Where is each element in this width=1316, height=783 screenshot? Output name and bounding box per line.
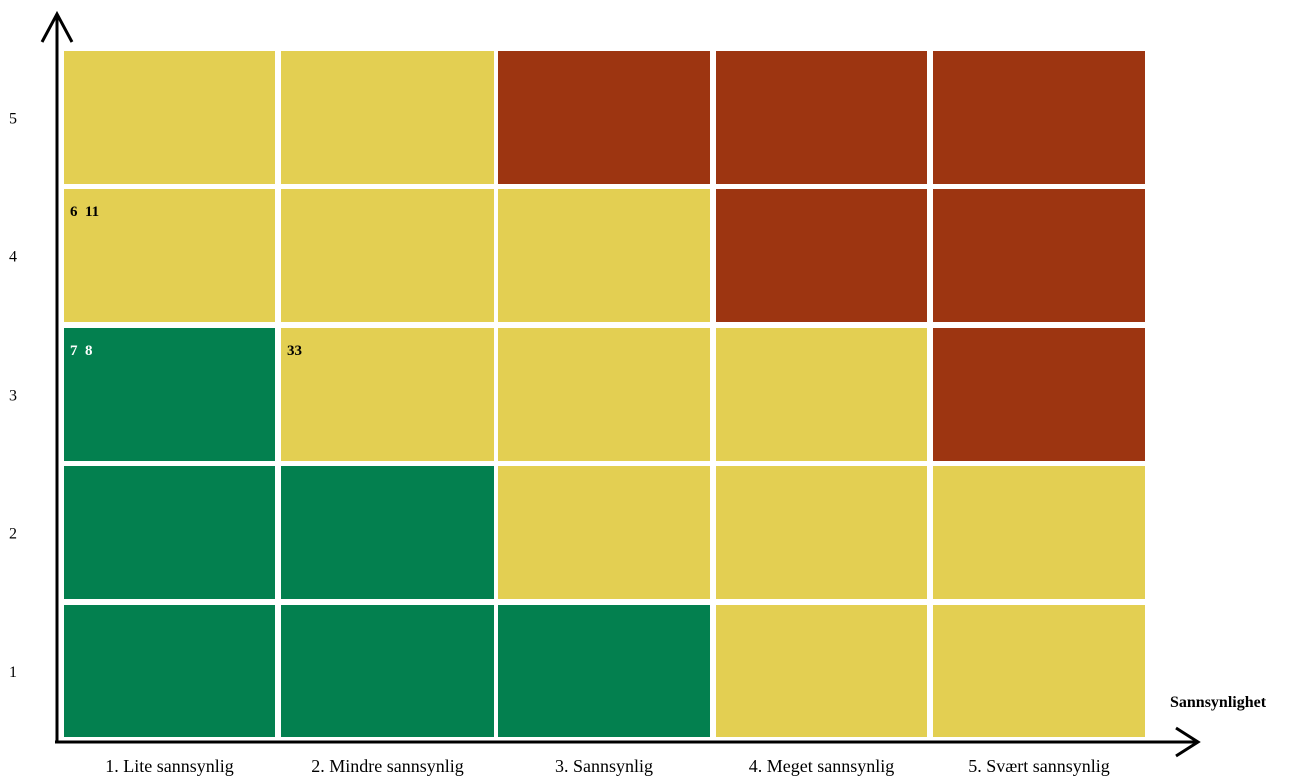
matrix-cells — [64, 51, 1145, 737]
matrix-cell-x3-y5 — [498, 51, 710, 184]
matrix-cell-x4-y4 — [716, 189, 927, 322]
matrix-cell-x2-y2 — [281, 466, 494, 599]
x-category-label-5: 5. Svært sannsynlig — [968, 756, 1110, 776]
matrix-cell-x4-y5 — [716, 51, 927, 184]
y-tick-labels: 1 2 3 4 5 — [9, 111, 17, 682]
x-axis-arrowhead — [1175, 726, 1201, 758]
matrix-cell-x4-y3 — [716, 328, 927, 461]
matrix-cell-x5-y2 — [933, 466, 1145, 599]
matrix-cell-x3-y1 — [498, 605, 710, 737]
matrix-cell-x1-y4 — [64, 189, 275, 322]
matrix-cell-x3-y3 — [498, 328, 710, 461]
matrix-cell-x5-y3 — [933, 328, 1145, 461]
matrix-cell-x1-y3 — [64, 328, 275, 461]
x-category-label-3: 3. Sannsynlig — [555, 756, 653, 776]
matrix-cell-x3-y4 — [498, 189, 710, 322]
matrix-cell-x2-y4 — [281, 189, 494, 322]
axes — [40, 10, 1201, 758]
x-axis-title: Sannsynlighet — [1170, 694, 1267, 711]
matrix-cell-x1-y1 — [64, 605, 275, 737]
matrix-cell-x3-y2 — [498, 466, 710, 599]
y-tick-label-5: 5 — [9, 111, 17, 128]
matrix-cell-x2-y5 — [281, 51, 494, 184]
matrix-cell-x1-y2 — [64, 466, 275, 599]
matrix-cell-x5-y4 — [933, 189, 1145, 322]
y-tick-label-3: 3 — [9, 388, 17, 405]
matrix-cell-x2-y1 — [281, 605, 494, 737]
matrix-cell-x5-y1 — [933, 605, 1145, 737]
cell-labels: 6 11 7 8 33 — [70, 204, 302, 359]
x-category-label-2: 2. Mindre sannsynlig — [311, 756, 464, 776]
matrix-cell-x4-y2 — [716, 466, 927, 599]
matrix-cell-x2-y3 — [281, 328, 494, 461]
matrix-cell-x1-y5 — [64, 51, 275, 184]
cell-label-x1-y3: 7 8 — [70, 343, 93, 359]
y-tick-label-1: 1 — [9, 664, 17, 681]
x-category-label-1: 1. Lite sannsynlig — [105, 756, 234, 776]
x-category-label-4: 4. Meget sannsynlig — [749, 756, 895, 776]
cell-label-x1-y4: 6 11 — [70, 204, 99, 220]
matrix-cell-x4-y1 — [716, 605, 927, 737]
y-axis-arrowhead — [40, 10, 74, 43]
y-tick-label-2: 2 — [9, 526, 17, 543]
matrix-cell-x5-y5 — [933, 51, 1145, 184]
y-tick-label-4: 4 — [9, 249, 17, 266]
x-category-labels: 1. Lite sannsynlig 2. Mindre sannsynlig 3.… — [105, 756, 1110, 776]
cell-label-x2-y3: 33 — [287, 343, 302, 359]
